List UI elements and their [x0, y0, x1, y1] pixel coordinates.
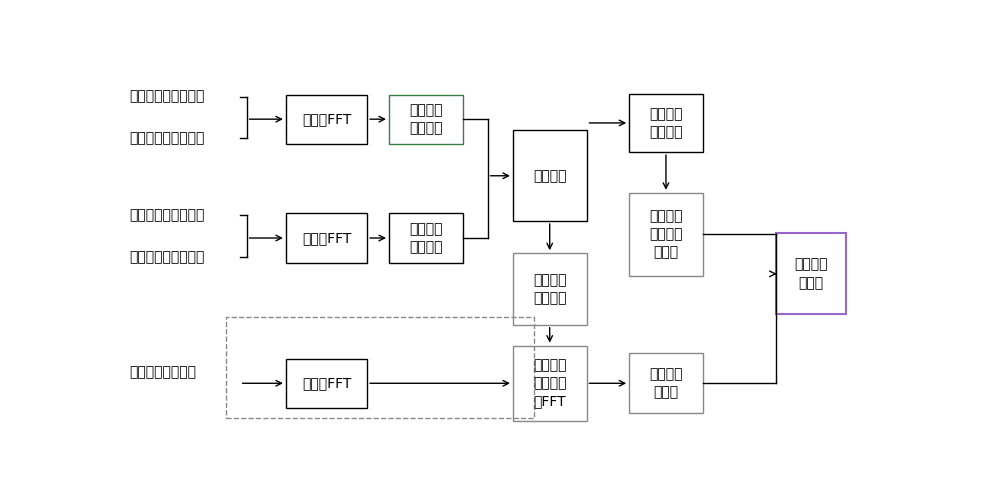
Text: 第三调频差拍信号: 第三调频差拍信号 [129, 365, 196, 379]
Text: 无模糊不
精确速度: 无模糊不 精确速度 [649, 107, 683, 139]
FancyBboxPatch shape [629, 94, 703, 152]
Text: 第一上调频差拍信号: 第一上调频差拍信号 [129, 90, 204, 103]
FancyBboxPatch shape [776, 233, 846, 315]
FancyBboxPatch shape [513, 345, 587, 421]
Text: 有模糊精
确速度: 有模糊精 确速度 [649, 367, 683, 399]
Text: 距离维FFT: 距离维FFT [302, 112, 351, 126]
Text: 在距离单
元做速度
维FFT: 在距离单 元做速度 维FFT [533, 358, 566, 409]
Text: 第二下调频差拍信号: 第二下调频差拍信号 [129, 250, 204, 264]
FancyBboxPatch shape [629, 353, 703, 414]
Text: 第一下调频差拍信号: 第一下调频差拍信号 [129, 131, 204, 145]
Text: 第一距离
速度矩阵: 第一距离 速度矩阵 [409, 103, 442, 135]
FancyBboxPatch shape [513, 130, 587, 221]
Text: 第二上调频差拍信号: 第二上调频差拍信号 [129, 208, 204, 222]
Text: 目标对应
距离单元: 目标对应 距离单元 [533, 273, 566, 305]
FancyBboxPatch shape [389, 95, 463, 144]
Text: 距离维FFT: 距离维FFT [302, 376, 351, 390]
FancyBboxPatch shape [513, 253, 587, 325]
Text: 无模糊速
度、模糊
周期数: 无模糊速 度、模糊 周期数 [649, 209, 683, 260]
Text: 第一距离
速度矩阵: 第一距离 速度矩阵 [409, 222, 442, 254]
FancyBboxPatch shape [286, 214, 367, 263]
FancyBboxPatch shape [286, 359, 367, 408]
Text: 目标关联: 目标关联 [533, 169, 566, 183]
Text: 距离维FFT: 距离维FFT [302, 231, 351, 245]
Text: 无模糊精
确速度: 无模糊精 确速度 [794, 258, 828, 290]
FancyBboxPatch shape [286, 95, 367, 144]
FancyBboxPatch shape [629, 193, 703, 276]
FancyBboxPatch shape [389, 214, 463, 263]
